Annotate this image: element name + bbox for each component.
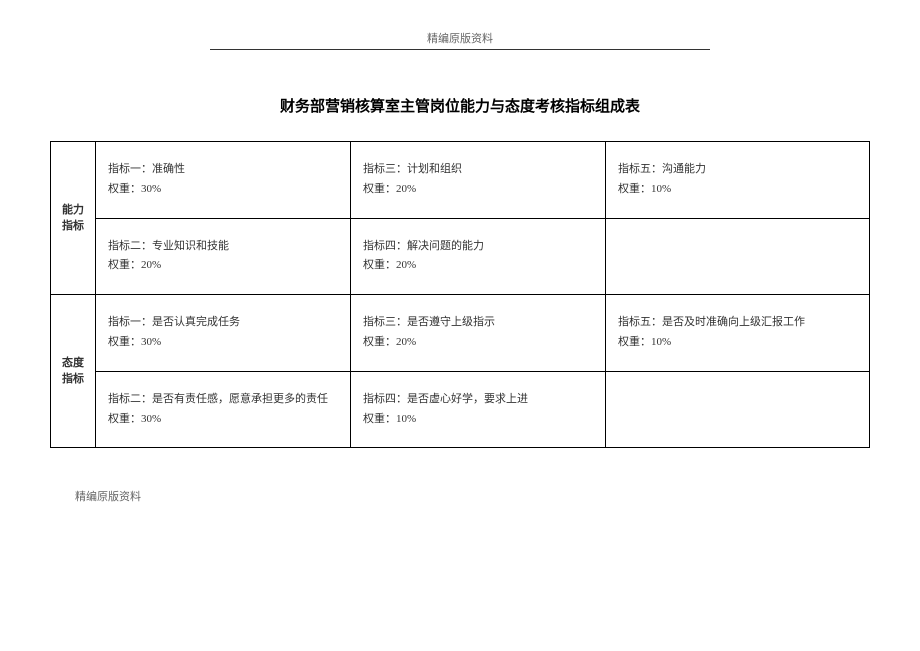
weight-label: 权重：30% [108,333,338,353]
category-label: 能力指标 [59,202,87,235]
indicator-label: 指标一：准确性 [108,160,338,180]
weight-label: 权重：20% [363,256,593,276]
table-row: 指标二：专业知识和技能 权重：20% 指标四：解决问题的能力 权重：20% [51,218,870,295]
indicator-cell: 指标三：计划和组织 权重：20% [351,142,606,219]
weight-label: 权重：20% [108,256,338,276]
weight-label: 权重：20% [363,333,593,353]
weight-label: 权重：30% [108,180,338,200]
page-header: 精编原版资料 [210,30,710,50]
table-row: 态度指标 指标一：是否认真完成任务 权重：30% 指标三：是否遵守上级指示 权重… [51,295,870,372]
page-footer: 精编原版资料 [75,488,870,504]
indicator-cell: 指标二：专业知识和技能 权重：20% [96,218,351,295]
weight-label: 权重：10% [618,333,857,353]
weight-label: 权重：10% [363,410,593,430]
indicator-cell: 指标五：沟通能力 权重：10% [606,142,870,219]
indicator-cell [606,371,870,448]
indicator-cell: 指标三：是否遵守上级指示 权重：20% [351,295,606,372]
indicator-cell: 指标四：是否虚心好学，要求上进 权重：10% [351,371,606,448]
table-row: 指标二：是否有责任感，愿意承担更多的责任 权重：30% 指标四：是否虚心好学，要… [51,371,870,448]
indicator-label: 指标二：专业知识和技能 [108,237,338,257]
category-cell-attitude: 态度指标 [51,295,96,448]
indicator-label: 指标四：是否虚心好学，要求上进 [363,390,593,410]
indicator-cell: 指标二：是否有责任感，愿意承担更多的责任 权重：30% [96,371,351,448]
indicator-label: 指标四：解决问题的能力 [363,237,593,257]
indicator-cell: 指标一：是否认真完成任务 权重：30% [96,295,351,372]
indicator-label: 指标一：是否认真完成任务 [108,313,338,333]
indicator-cell: 指标一：准确性 权重：30% [96,142,351,219]
category-cell-ability: 能力指标 [51,142,96,295]
table-row: 能力指标 指标一：准确性 权重：30% 指标三：计划和组织 权重：20% 指标五… [51,142,870,219]
weight-label: 权重：10% [618,180,857,200]
indicator-label: 指标五：沟通能力 [618,160,857,180]
assessment-table: 能力指标 指标一：准确性 权重：30% 指标三：计划和组织 权重：20% 指标五… [50,141,870,448]
weight-label: 权重：20% [363,180,593,200]
indicator-label: 指标三：计划和组织 [363,160,593,180]
indicator-cell: 指标四：解决问题的能力 权重：20% [351,218,606,295]
page-title: 财务部营销核算室主管岗位能力与态度考核指标组成表 [50,95,870,116]
indicator-label: 指标三：是否遵守上级指示 [363,313,593,333]
indicator-label: 指标二：是否有责任感，愿意承担更多的责任 [108,390,338,410]
weight-label: 权重：30% [108,410,338,430]
indicator-label: 指标五：是否及时准确向上级汇报工作 [618,313,857,333]
category-label: 态度指标 [59,355,87,388]
indicator-cell [606,218,870,295]
indicator-cell: 指标五：是否及时准确向上级汇报工作 权重：10% [606,295,870,372]
